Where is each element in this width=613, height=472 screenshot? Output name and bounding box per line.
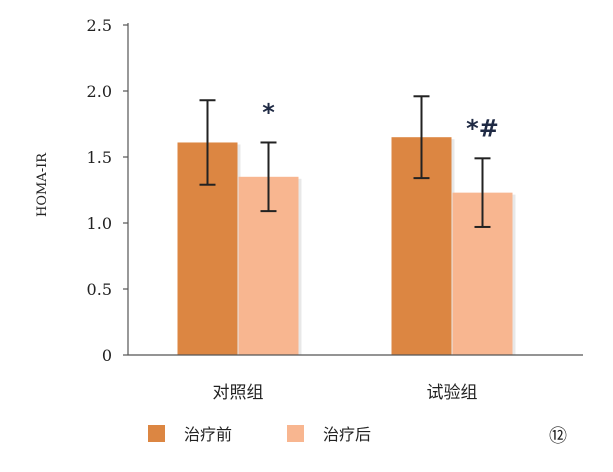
x-category-labels: 对照组 试验组	[213, 383, 478, 403]
significance-annotations: * *#	[262, 98, 499, 142]
legend-swatch	[148, 425, 165, 442]
y-axis-label: HOMA-IR	[35, 152, 50, 217]
y-tick-label: 1.5	[87, 148, 112, 167]
axes-layer	[127, 23, 583, 356]
legend-swatch	[287, 425, 304, 442]
bars-layer	[177, 137, 516, 355]
x-category-label: 试验组	[427, 383, 478, 403]
panel-number: ⑫	[549, 426, 567, 447]
legend: 治疗前 治疗后	[148, 425, 371, 444]
y-tick-labels: 0 0.5 1.0 1.5 2.0 2.5	[87, 16, 128, 365]
legend-label: 治疗前	[184, 425, 232, 444]
y-tick-label: 0	[102, 346, 112, 365]
x-category-label: 对照组	[213, 383, 264, 403]
y-tick-label: 1.0	[87, 214, 112, 233]
significance-annotation: *	[262, 98, 275, 126]
legend-label: 治疗后	[323, 425, 371, 444]
error-bars-layer	[199, 95, 491, 228]
y-tick-label: 0.5	[87, 280, 112, 299]
significance-annotation: *#	[466, 114, 499, 142]
y-tick-label: 2.5	[87, 16, 112, 35]
y-tick-label: 2.0	[87, 82, 112, 101]
